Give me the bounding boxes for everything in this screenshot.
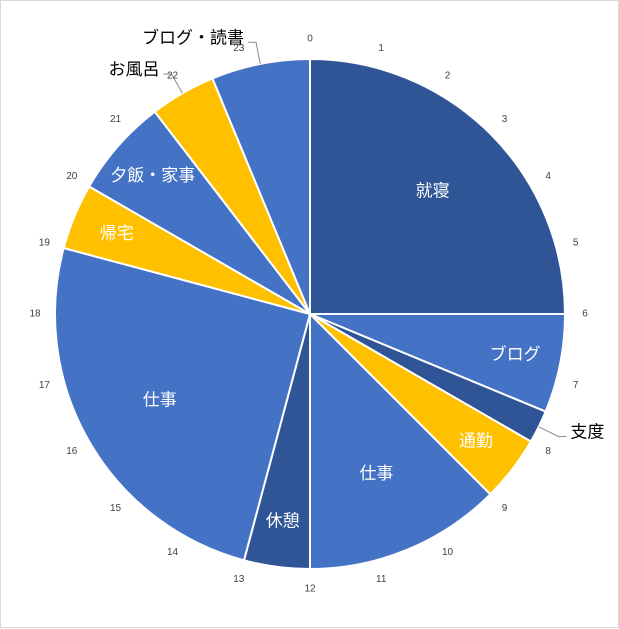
slice-label-5: 休憩 [266,511,300,531]
hour-label-1: 1 [378,43,384,54]
pie-slice-0 [309,57,567,315]
slice-label-10: ブログ・読書 [142,27,244,48]
hour-label-11: 11 [376,574,387,585]
callout-leader-lines [163,41,567,437]
hour-label-4: 4 [545,171,551,182]
hour-label-18: 18 [29,309,41,320]
slice-label-0: 就寝 [416,180,450,201]
hour-label-0: 0 [307,34,313,45]
hour-label-15: 15 [110,503,122,514]
slice-label-2: 支度 [570,423,604,443]
slice-label-9: お風呂 [109,60,160,80]
pie-slice-6 [54,246,312,562]
hour-label-8: 8 [545,446,551,457]
slice-label-6: 仕事 [143,391,177,411]
leader-line-2 [538,426,567,437]
hour-label-23: 23 [233,43,245,54]
hour-label-7: 7 [573,380,579,391]
slice-label-7: 帰宅 [100,224,134,244]
slice-label-8: 夕飯・家事 [110,166,195,186]
hour-label-19: 19 [39,237,51,248]
hour-label-10: 10 [442,547,454,558]
hour-label-14: 14 [167,547,179,558]
hour-label-17: 17 [39,380,51,391]
hour-label-5: 5 [573,237,579,248]
slice-label-4: 仕事 [359,464,393,484]
hour-label-21: 21 [110,114,122,125]
hour-label-13: 13 [233,574,245,585]
leader-line-10 [248,41,261,64]
hour-label-12: 12 [304,584,316,595]
slice-label-1: ブログ [490,344,541,365]
pie-slices [54,57,567,571]
hour-label-2: 2 [445,70,451,81]
hour-label-6: 6 [582,309,588,320]
hour-label-9: 9 [502,503,508,514]
leader-line-9 [163,73,183,94]
slice-label-3: 通勤 [459,431,493,451]
pie-slice-4 [309,311,492,571]
hour-label-20: 20 [66,171,78,182]
hour-label-22: 22 [167,70,179,81]
hour-label-16: 16 [66,446,78,457]
hour-label-3: 3 [502,114,508,125]
